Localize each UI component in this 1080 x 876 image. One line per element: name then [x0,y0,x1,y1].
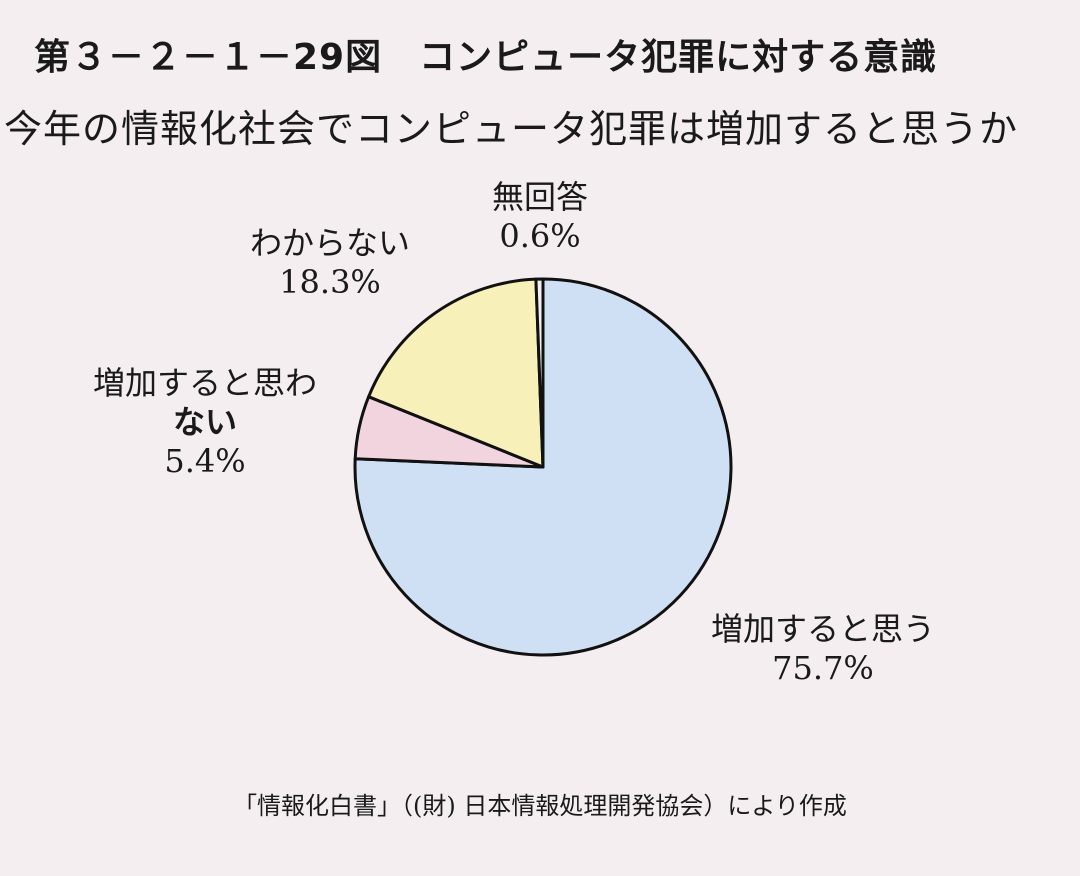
figure-title: 第３－２－１－29図 コンピュータ犯罪に対する意識 [34,37,938,78]
slice-label-value: 18.3% [279,263,381,302]
slice-label-dont-know: わからない 18.3% [225,224,435,302]
slice-label-value: 5.4% [164,442,246,481]
slice-label-value: 0.6% [499,217,581,256]
slice-label-text: 増加すると思わ [92,364,317,402]
slice-label-text-continued: ない [172,403,237,442]
slice-label-no-answer: 無回答 0.6% [470,178,610,256]
slice-label-text: わからない [249,224,410,262]
slice-label-value: 75.7% [772,649,874,688]
pie-slice-no-answer [534,277,545,469]
source-note: 「情報化白書」（(財) 日本情報処理開発協会）により作成 [233,792,847,820]
pie-slice-dont-know [367,277,545,469]
slice-label-increase: 増加すると思う 75.7% [688,610,958,688]
slice-label-no-increase: 増加すると思わ ない 5.4% [70,364,340,481]
slice-label-text: 増加すると思う [710,610,935,648]
figure-subtitle: 今年の情報化社会でコンピュータ犯罪は増加すると思うか [4,107,1019,151]
slice-label-text: 無回答 [491,178,588,216]
